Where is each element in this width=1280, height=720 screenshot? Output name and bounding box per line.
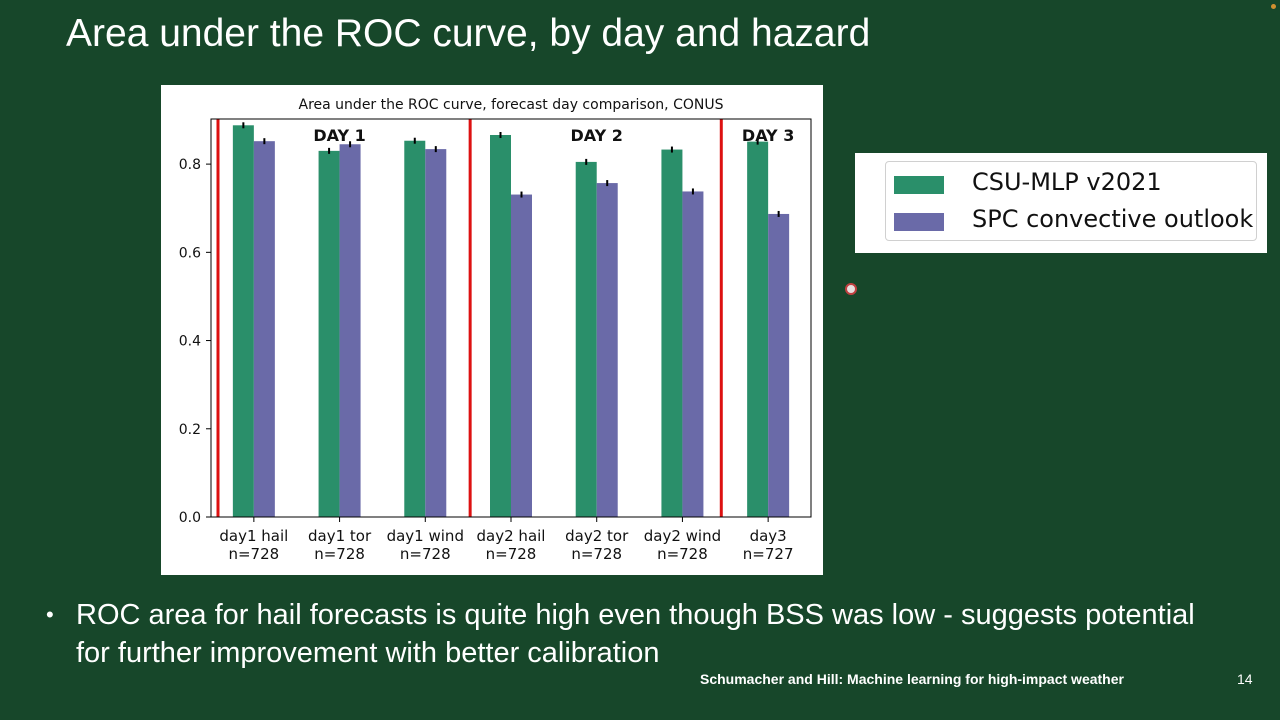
footer-citation: Schumacher and Hill: Machine learning fo… <box>700 671 1124 687</box>
legend-swatch-csu-mlp <box>894 176 944 194</box>
bar-spc-3 <box>511 194 532 517</box>
bullet-icon: • <box>46 602 54 627</box>
bar-csu-mlp-3 <box>490 134 511 517</box>
day-group-label-2: DAY 2 <box>571 126 623 145</box>
x-tick-label-3: day2 hail <box>477 527 546 545</box>
chart-panel: Area under the ROC curve, forecast day c… <box>161 85 823 575</box>
bar-csu-mlp-4 <box>575 161 597 517</box>
y-tick-label-2: 0.4 <box>179 334 201 350</box>
bar-spc-2 <box>425 149 447 517</box>
slide-title: Area under the ROC curve, by day and haz… <box>66 12 871 55</box>
y-tick-label-3: 0.6 <box>179 245 201 261</box>
x-tick-sublabel-0: n=728 <box>228 545 279 563</box>
legend-label-csu-mlp: CSU-MLP v2021 <box>972 168 1162 196</box>
x-tick-sublabel-1: n=728 <box>314 545 365 563</box>
y-tick-label-0: 0.0 <box>179 510 201 526</box>
legend-panel: CSU-MLP v2021 SPC convective outlook <box>855 153 1267 253</box>
y-tick-label-4: 0.8 <box>179 157 201 173</box>
x-tick-label-1: day1 tor <box>308 527 372 545</box>
bar-spc-6 <box>768 213 790 517</box>
x-tick-sublabel-3: n=728 <box>486 545 537 563</box>
x-tick-label-5: day2 wind <box>644 527 721 545</box>
bar-csu-mlp-6 <box>747 141 769 517</box>
legend-label-spc: SPC convective outlook <box>972 205 1254 233</box>
bar-spc-0 <box>253 141 275 517</box>
y-tick-label-1: 0.2 <box>179 422 201 438</box>
x-tick-sublabel-5: n=728 <box>657 545 708 563</box>
page-number: 14 <box>1237 671 1253 687</box>
x-tick-sublabel-4: n=728 <box>571 545 622 563</box>
laser-pointer-icon <box>845 283 857 295</box>
x-tick-label-2: day1 wind <box>387 527 464 545</box>
x-tick-label-4: day2 tor <box>565 527 629 545</box>
bar-spc-1 <box>339 144 361 517</box>
day-group-label-1: DAY 1 <box>313 126 365 145</box>
bar-spc-4 <box>596 183 618 517</box>
status-dot-icon <box>1271 4 1276 9</box>
bar-csu-mlp-0 <box>232 125 254 517</box>
roc-bar-chart: Area under the ROC curve, forecast day c… <box>179 97 812 563</box>
bar-spc-5 <box>682 191 704 517</box>
bar-csu-mlp-1 <box>318 150 340 517</box>
bar-csu-mlp-5 <box>661 149 683 517</box>
x-tick-label-6: day3 <box>750 527 787 545</box>
bullet-text: ROC area for hail forecasts is quite hig… <box>76 599 1195 669</box>
x-tick-sublabel-6: n=727 <box>743 545 794 563</box>
legend: CSU-MLP v2021 SPC convective outlook <box>885 161 1257 241</box>
day-group-label-3: DAY 3 <box>742 126 794 145</box>
legend-swatch-spc <box>894 213 944 231</box>
bar-csu-mlp-2 <box>404 140 426 517</box>
chart-title: Area under the ROC curve, forecast day c… <box>299 97 724 113</box>
x-tick-label-0: day1 hail <box>219 527 288 545</box>
x-tick-sublabel-2: n=728 <box>400 545 451 563</box>
